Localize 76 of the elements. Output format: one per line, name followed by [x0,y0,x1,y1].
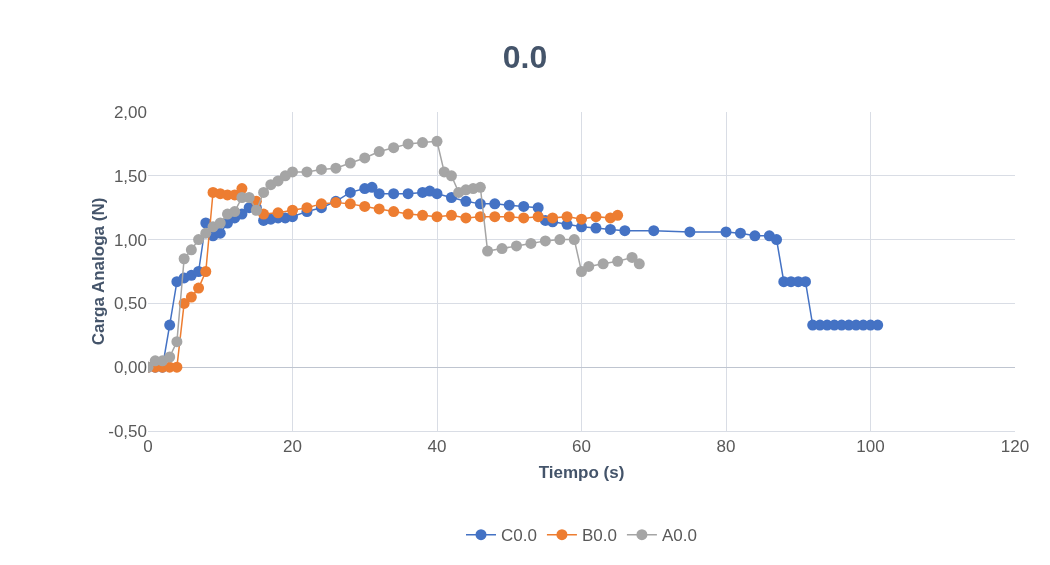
point [287,166,298,178]
point [496,243,508,255]
point [612,209,624,221]
point [568,234,580,246]
point [431,211,443,223]
point [590,211,602,223]
point [576,266,587,277]
point [373,146,385,158]
point [482,245,494,257]
x-tick-label: 20 [283,437,302,457]
point [417,137,429,149]
point [576,213,587,225]
x-tick-label: 120 [1000,437,1030,457]
legend-label: A0.0 [661,526,697,546]
point [258,186,270,198]
y-axis-title: Carga Analoga (N) [89,197,108,346]
point [547,212,559,224]
point [626,251,638,263]
point [445,209,457,221]
point [359,152,371,164]
point [287,204,298,216]
point [164,351,176,363]
x-tick-label: 100 [856,437,885,457]
point [554,234,566,246]
chart-title: 0.0 [502,38,548,75]
point [185,291,197,303]
point [200,266,212,277]
point [633,258,645,270]
point [315,198,327,210]
point [525,237,537,249]
point [388,206,400,218]
point [561,211,573,223]
point [330,162,342,174]
legend-label: B0.0 [581,526,617,546]
point [178,253,190,265]
point [431,135,443,147]
legend-label: C0.0 [501,526,537,546]
x-axis-title: Tiempo (s) [538,462,625,482]
point [301,166,313,178]
point [171,336,183,348]
point [402,138,414,150]
point [315,163,327,175]
y-tick-label: 0,00 [113,358,147,378]
x-tick-label: 40 [427,437,447,457]
point [301,202,313,214]
y-tick-label: 1,50 [113,166,147,186]
point [272,207,284,219]
point [344,198,356,210]
point [597,258,609,270]
point [200,227,212,239]
x-tick-label: 80 [716,437,736,457]
point [344,157,356,169]
y-tick-label: 0,50 [113,294,147,314]
y-tick-label: 1,00 [113,230,147,250]
point [612,255,624,267]
point [583,260,595,272]
point [185,244,197,256]
point [193,282,205,294]
point [518,212,530,224]
point [489,211,501,223]
point [214,217,226,229]
point [503,211,515,223]
point [359,200,371,212]
point [388,142,400,154]
x-tick-label: 60 [572,437,591,457]
point [539,235,551,247]
point [229,206,241,218]
point [373,203,385,215]
y-tick-label: 2,00 [113,102,147,122]
point [460,212,472,224]
point [510,240,522,252]
point [193,234,205,246]
point [445,170,457,182]
point [417,209,429,221]
point [402,208,414,220]
point [532,211,544,223]
